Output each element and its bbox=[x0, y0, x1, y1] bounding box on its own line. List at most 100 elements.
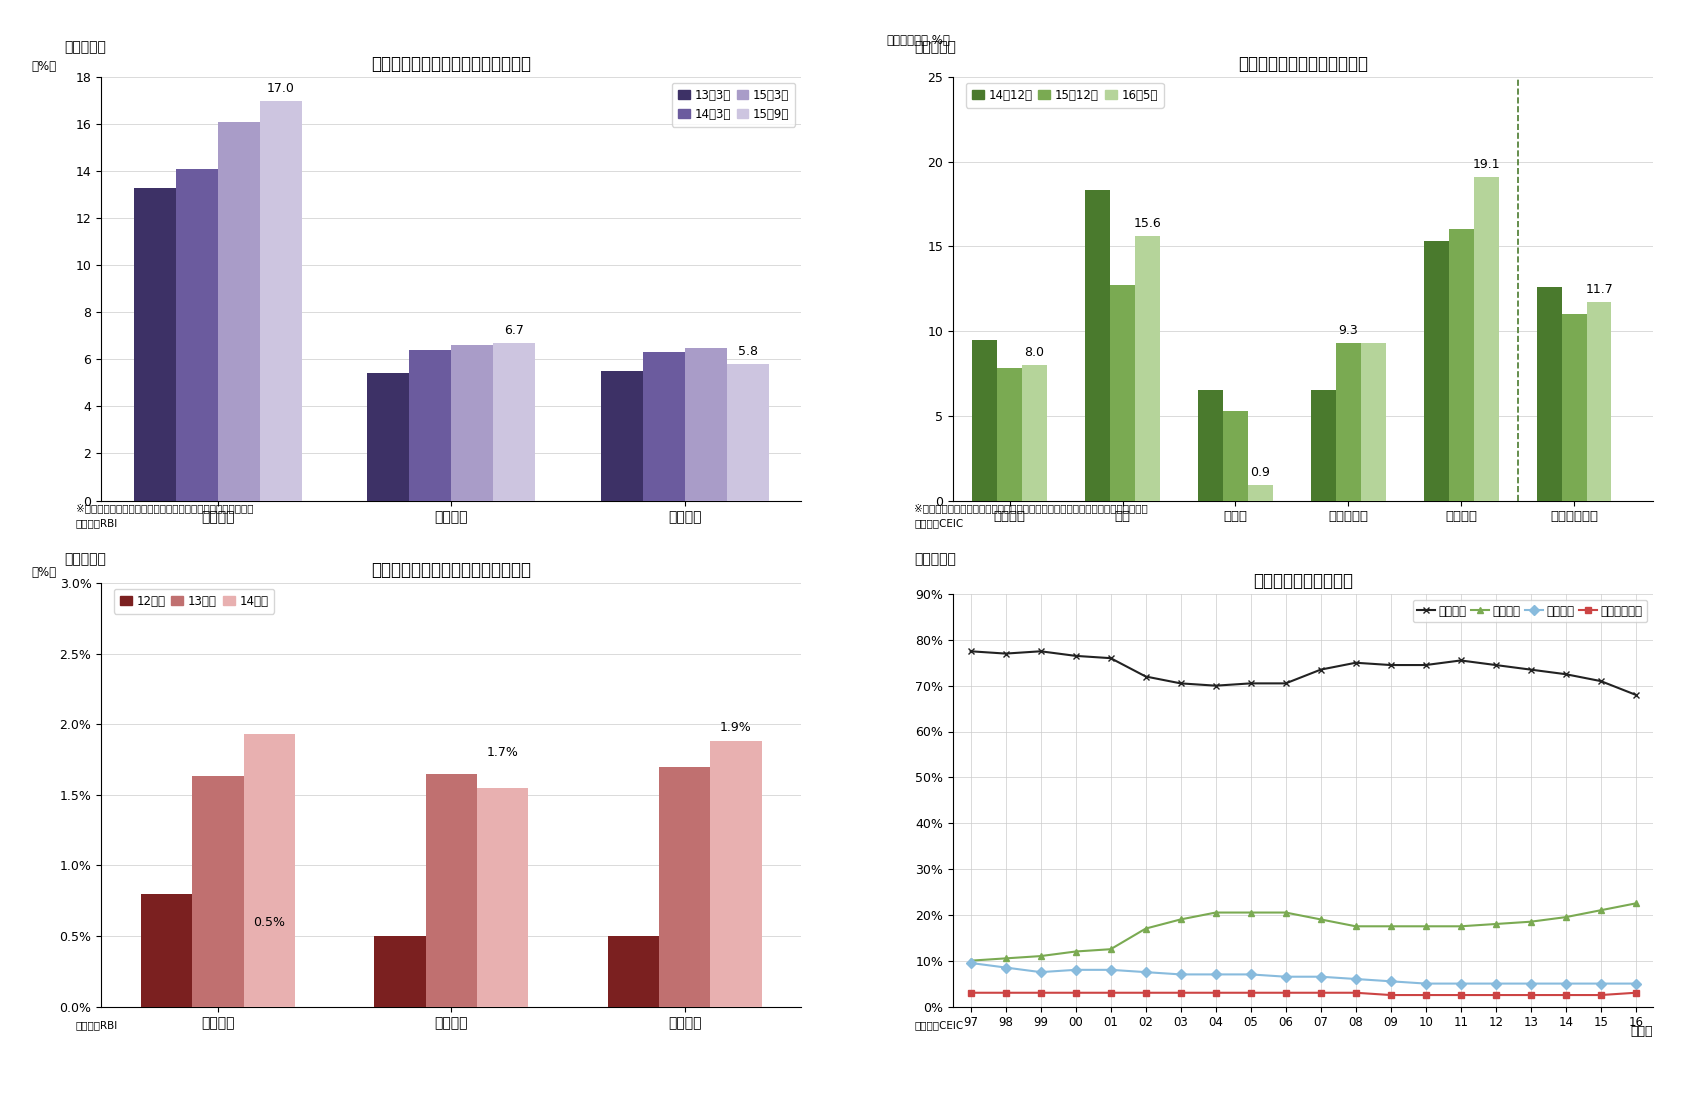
Text: ※問題債権比率は不良債権比率と貸出条件緩和債権比率の合計: ※問題債権比率は不良債権比率と貸出条件緩和債権比率の合計 bbox=[76, 504, 253, 514]
Title: 商業銀行の貸出シェア: 商業銀行の貸出シェア bbox=[1253, 572, 1353, 590]
公営銀行 bbox=[1486, 659, 1506, 672]
地域農村銀行 bbox=[1520, 989, 1540, 1002]
公営銀行 bbox=[995, 647, 1016, 660]
Text: 15.6: 15.6 bbox=[1134, 218, 1161, 230]
公営銀行 bbox=[1240, 676, 1260, 690]
地域農村銀行 bbox=[1100, 986, 1120, 999]
公営銀行 bbox=[1380, 659, 1400, 672]
Bar bbox=[1223, 410, 1248, 500]
地域農村銀行 bbox=[1591, 989, 1611, 1002]
民間銀行 bbox=[1031, 949, 1051, 962]
公営銀行 bbox=[1206, 679, 1226, 692]
民間銀行 bbox=[1311, 913, 1331, 926]
公営銀行 bbox=[1311, 663, 1331, 676]
Bar bbox=[660, 767, 710, 1006]
Bar bbox=[643, 352, 685, 500]
Text: （%）: （%） bbox=[32, 59, 56, 73]
Bar bbox=[425, 773, 477, 1006]
Text: （資料）CEIC: （資料）CEIC bbox=[914, 1021, 963, 1031]
民間銀行 bbox=[995, 952, 1016, 965]
Text: （年）: （年） bbox=[1631, 1025, 1653, 1038]
Text: 17.0: 17.0 bbox=[267, 81, 295, 95]
地域農村銀行 bbox=[1066, 986, 1086, 999]
公営銀行 bbox=[1066, 649, 1086, 662]
外国銀行 bbox=[1451, 977, 1471, 990]
公営銀行 bbox=[1031, 645, 1051, 658]
Line: 地域農村銀行: 地域農村銀行 bbox=[967, 989, 1640, 999]
Text: 6.7: 6.7 bbox=[504, 324, 525, 337]
地域農村銀行 bbox=[1206, 986, 1226, 999]
Bar bbox=[410, 350, 450, 500]
民間銀行 bbox=[960, 954, 980, 967]
地域農村銀行 bbox=[1135, 986, 1156, 999]
Bar bbox=[450, 345, 493, 500]
民間銀行 bbox=[1100, 943, 1120, 956]
民間銀行 bbox=[1415, 920, 1436, 933]
Bar bbox=[997, 368, 1022, 500]
公営銀行 bbox=[1275, 676, 1296, 690]
民間銀行 bbox=[1626, 896, 1647, 910]
Line: 民間銀行: 民間銀行 bbox=[967, 900, 1640, 964]
外国銀行 bbox=[995, 961, 1016, 975]
民間銀行 bbox=[1555, 911, 1576, 924]
民間銀行 bbox=[1380, 920, 1400, 933]
Text: （%）: （%） bbox=[32, 565, 56, 579]
地域農村銀行 bbox=[1451, 989, 1471, 1002]
民間銀行 bbox=[1591, 904, 1611, 917]
公営銀行 bbox=[1626, 689, 1647, 702]
Legend: 12年度, 13年度, 14年度: 12年度, 13年度, 14年度 bbox=[115, 588, 275, 614]
外国銀行 bbox=[1171, 968, 1191, 981]
Bar bbox=[260, 100, 302, 500]
Text: 1.9%: 1.9% bbox=[720, 720, 752, 734]
Text: 5.8: 5.8 bbox=[737, 345, 757, 359]
Text: （図表８）: （図表８） bbox=[64, 552, 106, 567]
Text: （資料）RBI: （資料）RBI bbox=[76, 518, 118, 528]
Bar bbox=[375, 936, 425, 1007]
Title: 商業銀行の問題債権比率（部門別）: 商業銀行の問題債権比率（部門別） bbox=[371, 55, 531, 73]
Bar bbox=[218, 122, 260, 501]
Bar bbox=[1022, 365, 1048, 501]
外国銀行 bbox=[1486, 977, 1506, 990]
Bar bbox=[972, 340, 997, 500]
外国銀行 bbox=[960, 956, 980, 969]
Legend: 14年12月, 15年12月, 16年5月: 14年12月, 15年12月, 16年5月 bbox=[967, 82, 1164, 108]
公営銀行 bbox=[1591, 674, 1611, 688]
民間銀行 bbox=[1240, 906, 1260, 920]
Bar bbox=[1587, 302, 1611, 500]
地域農村銀行 bbox=[1240, 986, 1260, 999]
Bar bbox=[493, 343, 535, 500]
Text: （資料）RBI: （資料）RBI bbox=[76, 1021, 118, 1031]
公営銀行 bbox=[1171, 676, 1191, 690]
Bar bbox=[192, 777, 243, 1006]
外国銀行 bbox=[1100, 964, 1120, 977]
公営銀行 bbox=[1135, 670, 1156, 683]
公営銀行 bbox=[1451, 653, 1471, 667]
外国銀行 bbox=[1555, 977, 1576, 990]
地域農村銀行 bbox=[1031, 986, 1051, 999]
Text: （図表６）: （図表６） bbox=[64, 41, 106, 55]
Bar bbox=[1336, 343, 1361, 500]
Text: 0.9: 0.9 bbox=[1250, 466, 1270, 480]
Bar bbox=[1085, 190, 1110, 500]
Legend: 13年3月, 14年3月, 15年3月, 15年9月: 13年3月, 14年3月, 15年3月, 15年9月 bbox=[671, 82, 796, 126]
外国銀行 bbox=[1415, 977, 1436, 990]
Line: 公営銀行: 公営銀行 bbox=[967, 648, 1640, 698]
外国銀行 bbox=[1275, 970, 1296, 983]
Legend: 公営銀行, 民間銀行, 外国銀行, 地域農村銀行: 公営銀行, 民間銀行, 外国銀行, 地域農村銀行 bbox=[1412, 600, 1648, 623]
民間銀行 bbox=[1275, 906, 1296, 920]
民間銀行 bbox=[1171, 913, 1191, 926]
Bar bbox=[1248, 485, 1272, 501]
Bar bbox=[727, 364, 769, 500]
外国銀行 bbox=[1135, 966, 1156, 979]
Bar bbox=[607, 936, 660, 1007]
外国銀行 bbox=[1066, 964, 1086, 977]
民間銀行 bbox=[1346, 920, 1366, 933]
地域農村銀行 bbox=[1380, 989, 1400, 1002]
公営銀行 bbox=[1346, 656, 1366, 669]
Bar bbox=[368, 374, 410, 500]
Title: 商業銀行の総資産利益率（部門別）: 商業銀行の総資産利益率（部門別） bbox=[371, 561, 531, 579]
Text: 11.7: 11.7 bbox=[1586, 284, 1613, 296]
Bar bbox=[1110, 285, 1135, 500]
地域農村銀行 bbox=[1346, 986, 1366, 999]
地域農村銀行 bbox=[1415, 989, 1436, 1002]
